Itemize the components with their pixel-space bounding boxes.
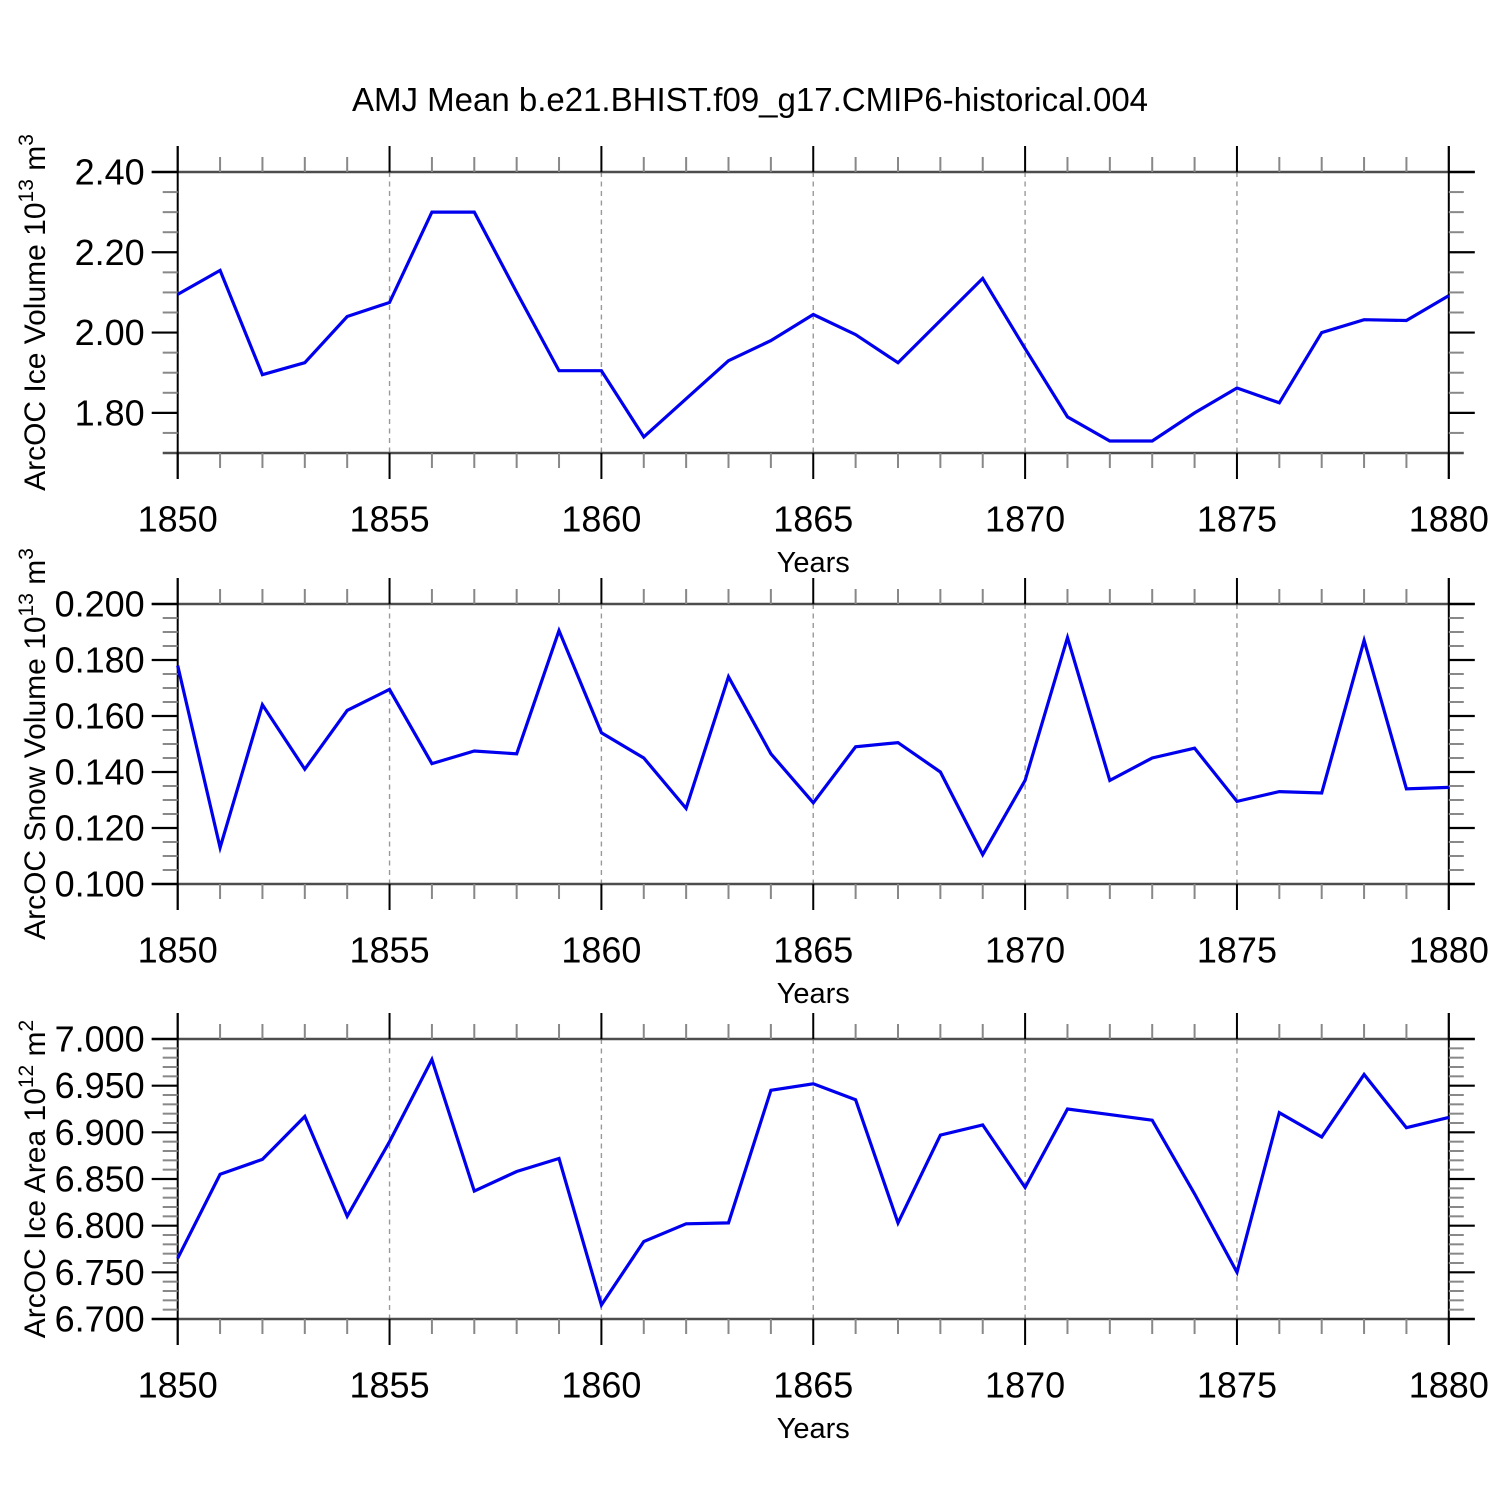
y-tick-label: 2.00 — [75, 312, 145, 353]
x-tick-label: 1880 — [1409, 930, 1489, 971]
chart-title: AMJ Mean b.e21.BHIST.f09_g17.CMIP6-histo… — [351, 81, 1149, 118]
x-tick-label: 1880 — [1409, 1365, 1489, 1406]
panel-snow-volume: 0.100 0.120 0.140 0.160 0.180 0.200 1850 1855 18… — [15, 548, 1489, 1010]
data-line-ice-volume — [176, 210, 1450, 443]
x-axis-title: Years — [777, 978, 850, 1010]
y-tick-label: 6.850 — [55, 1159, 145, 1200]
x-tick-label: 1875 — [1197, 1365, 1277, 1406]
data-line-snow-volume — [176, 626, 1449, 858]
data-line-ice-area — [176, 1055, 1450, 1309]
x-tick-label: 1870 — [985, 1365, 1065, 1406]
y-tick-label: 1.80 — [75, 392, 145, 433]
x-tick-label: 1855 — [350, 499, 430, 540]
x-tick-label: 1880 — [1409, 499, 1489, 540]
y-tick-label: 0.160 — [55, 696, 145, 737]
x-tick-label: 1850 — [138, 930, 218, 971]
x-tick-label: 1855 — [350, 930, 430, 971]
x-tick-label: 1875 — [1197, 930, 1277, 971]
y-tick-label: 6.950 — [55, 1065, 145, 1106]
y-tick-label: 2.40 — [75, 152, 145, 193]
x-tick-label: 1865 — [773, 1365, 853, 1406]
panel-ice-area: 6.700 6.750 6.800 6.850 6.900 6.950 7.000 1850 1… — [15, 1013, 1489, 1445]
x-tick-label: 1860 — [561, 930, 641, 971]
y-tick-label: 6.750 — [55, 1252, 145, 1293]
y-axis-title: ArcOC Ice Volume 1013 m3 — [15, 134, 52, 491]
x-tick-label: 1865 — [773, 499, 853, 540]
x-tick-label: 1870 — [985, 930, 1065, 971]
y-axis-title: ArcOC Ice Area 1012 m2 — [15, 1020, 52, 1338]
x-tick-label: 1865 — [773, 930, 853, 971]
y-tick-label: 0.180 — [55, 640, 145, 681]
y-tick-label: 6.800 — [55, 1205, 145, 1246]
x-tick-label: 1850 — [138, 499, 218, 540]
y-tick-label: 0.120 — [55, 808, 145, 849]
panel-ice-volume: 1.80 2.00 2.20 2.40 1850 1855 1860 1865 1870 1875… — [15, 134, 1489, 579]
x-tick-label: 1875 — [1197, 499, 1277, 540]
y-tick-label: 0.200 — [55, 584, 145, 625]
x-axis-title: Years — [777, 547, 850, 579]
x-tick-label: 1850 — [138, 1365, 218, 1406]
y-tick-label: 6.700 — [55, 1299, 145, 1340]
y-tick-label: 0.140 — [55, 752, 145, 793]
x-tick-label: 1860 — [561, 499, 641, 540]
y-tick-label: 6.900 — [55, 1112, 145, 1153]
x-tick-label: 1870 — [985, 499, 1065, 540]
x-tick-label: 1860 — [561, 1365, 641, 1406]
x-axis-title: Years — [777, 1413, 850, 1445]
y-tick-label: 2.20 — [75, 232, 145, 273]
x-tick-label: 1855 — [350, 1365, 430, 1406]
y-axis-title: ArcOC Snow Volume 1013 m3 — [15, 548, 52, 940]
y-tick-label: 7.000 — [55, 1019, 145, 1060]
y-tick-label: 0.100 — [55, 864, 145, 905]
